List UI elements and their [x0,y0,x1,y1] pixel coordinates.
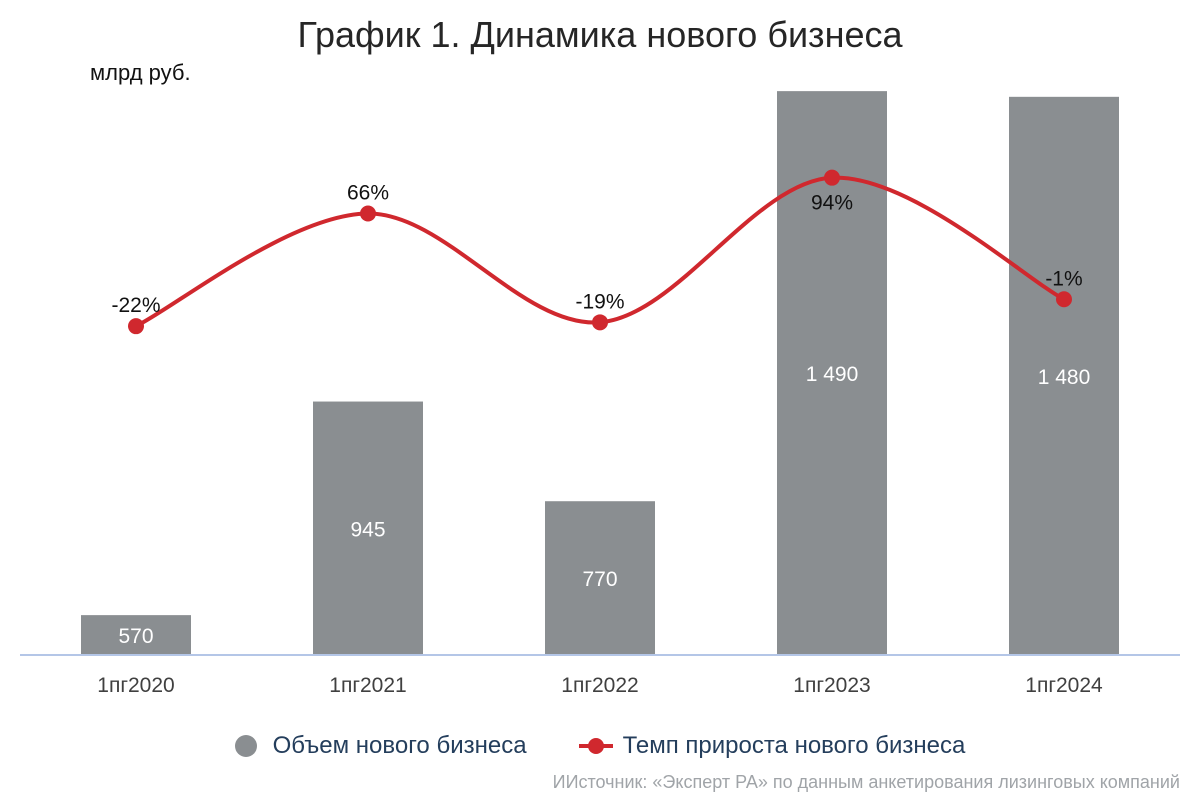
growth-rate-point [128,318,144,335]
growth-rate-point [824,169,840,186]
unit-label: млрд руб. [90,60,191,85]
bar-value-label: 945 [350,518,385,541]
source-note: ИИсточник: «Эксперт РА» по данным анкети… [552,772,1180,792]
growth-rate-point [1056,291,1072,308]
legend-label-volume: Объем нового бизнеса [272,732,527,759]
growth-rate-label: 94% [811,192,853,215]
bar-1пг2022 [545,501,655,655]
bar-value-label: 1 490 [806,363,859,386]
bar-value-label: 1 480 [1038,366,1091,389]
x-tick-label: 1пг2023 [793,674,870,697]
growth-rate-point [360,205,376,222]
growth-rate-label: -22% [111,294,160,317]
bar-value-label: 570 [118,625,153,648]
x-tick-label: 1пг2020 [97,674,174,697]
x-tick-label: 1пг2024 [1025,674,1103,697]
legend-item-growth[interactable]: Темп прироста нового бизнеса [578,732,966,760]
bar-value-label: 770 [582,568,617,591]
growth-rate-point [592,314,608,331]
chart-title: График 1. Динамика нового бизнеса [297,14,903,55]
red-line-dot-marker-icon [578,738,613,754]
bar-1пг2021 [313,401,423,655]
growth-rate-label: -1% [1045,267,1082,290]
bar-1пг2024 [1009,96,1119,655]
legend-item-volume[interactable]: Объем нового бизнеса [234,732,527,760]
grey-circle-marker-icon [234,735,257,757]
growth-rate-label: -19% [575,290,624,313]
legend: Объем нового бизнеса Темп прироста новог… [0,732,1200,760]
x-tick-label: 1пг2022 [561,674,638,697]
bar-1пг2020 [81,615,191,655]
legend-label-growth: Темп прироста нового бизнеса [622,732,966,759]
x-tick-label: 1пг2021 [329,674,406,697]
growth-rate-label: 66% [347,182,389,205]
